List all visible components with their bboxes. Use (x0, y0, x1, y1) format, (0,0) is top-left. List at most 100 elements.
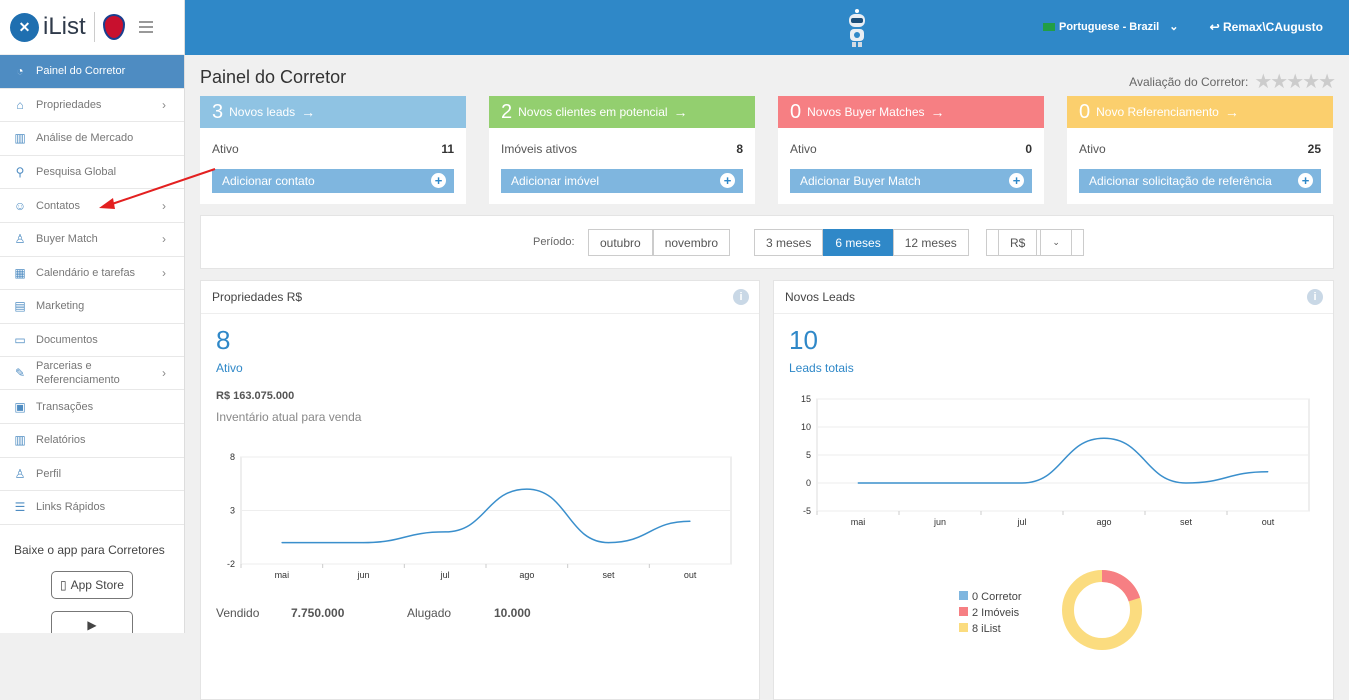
folder-icon: ▭ (14, 333, 26, 348)
data-point (1267, 471, 1269, 473)
sidebar-item-profile[interactable]: ♙ Perfil (0, 458, 184, 492)
sidebar-item-marketing[interactable]: ▤ Marketing (0, 290, 184, 324)
card-title: Novo Referenciamento (1096, 105, 1219, 119)
chevron-right-icon: › (162, 198, 166, 213)
card-count: 0 (790, 100, 802, 123)
sidebar-item-label: Links Rápidos (36, 501, 106, 514)
y-tick-label: -2 (227, 559, 235, 569)
user-name: Remax\CAugusto (1222, 20, 1323, 34)
sidebar-item-calendar[interactable]: ▦ Calendário e tarefas › (0, 257, 184, 291)
user-menu[interactable]: ↩ Remax\CAugusto (1210, 20, 1323, 34)
arrow-right-icon: → (930, 104, 945, 120)
card-count: 0 (1079, 100, 1091, 123)
card-header[interactable]: 0 Novos Buyer Matches → (778, 96, 1044, 128)
info-icon[interactable]: i (1307, 289, 1323, 305)
card-row-value: 0 (1025, 142, 1032, 156)
month-button-novembro[interactable]: novembro (652, 229, 731, 256)
y-tick-label: 10 (801, 422, 811, 432)
card-count: 3 (212, 100, 224, 123)
data-point (1103, 437, 1105, 439)
brand-name[interactable]: iList (43, 13, 86, 40)
card-header[interactable]: 2 Novos clientes em potencial → (489, 96, 755, 128)
card-header[interactable]: 0 Novo Referenciamento → (1067, 96, 1333, 128)
card-add-button[interactable]: Adicionar contato + (212, 169, 454, 193)
range-button-6[interactable]: 6 meses (823, 229, 893, 256)
data-point (1185, 482, 1187, 484)
x-tick-label: out (1262, 517, 1275, 527)
assistant-bot-icon[interactable] (843, 8, 871, 48)
card-header[interactable]: 3 Novos leads → (200, 96, 466, 128)
sidebar-item-folder[interactable]: ▭ Documentos (0, 324, 184, 358)
card-row: Ativo 11 (200, 128, 466, 156)
sidebar-item-home[interactable]: ⌂ Propriedades › (0, 89, 184, 123)
x-tick-label: jun (933, 517, 946, 527)
chevron-right-icon: › (162, 366, 166, 381)
y-tick-label: -5 (803, 506, 811, 516)
x-tick-label: ago (1096, 517, 1111, 527)
data-point (444, 531, 446, 533)
currency-dropdown[interactable]: R$ ⌄ (986, 229, 1084, 256)
data-point (939, 482, 941, 484)
leads-count: 10 (789, 325, 818, 355)
properties-count-label[interactable]: Ativo (216, 361, 243, 375)
range-buttons: 3 meses 6 meses 12 meses (754, 229, 969, 256)
ilist-logo-icon[interactable]: ✕ (10, 12, 39, 42)
sidebar-item-dashboard[interactable]: ◔ Painel do Corretor (0, 55, 184, 89)
data-point (363, 542, 364, 544)
chevron-down-icon: ⌄ (1169, 21, 1179, 33)
data-point (857, 482, 859, 484)
sidebar-item-label: Relatórios (36, 434, 86, 447)
month-button-outubro[interactable]: outubro (588, 229, 653, 256)
agent-rating: Avaliação do Corretor: ★★★★★ (1129, 69, 1336, 94)
series-line (281, 488, 691, 544)
phone-icon: ▯ (60, 577, 67, 592)
sidebar-item-handshake[interactable]: ✎ Parcerias e Referenciamento › (0, 357, 184, 391)
month-buttons: outubro novembro (588, 229, 731, 256)
sidebar-item-user[interactable]: ♙ Buyer Match › (0, 223, 184, 257)
range-button-3[interactable]: 3 meses (754, 229, 824, 256)
google-play-badge[interactable]: ▶ (51, 610, 133, 633)
sidebar-item-report[interactable]: ▥ Relatórios (0, 424, 184, 458)
home-icon: ⌂ (16, 97, 24, 112)
plus-circle-icon: + (1298, 173, 1313, 188)
x-tick-label: mai (851, 517, 866, 527)
hamburger-menu-icon[interactable] (138, 21, 153, 33)
card-row-label: Ativo (790, 142, 817, 156)
annotation-red-arrow (99, 168, 216, 209)
page-title: Painel do Corretor (200, 67, 347, 87)
card-row: Ativo 0 (778, 128, 1044, 156)
profile-icon: ♙ (14, 466, 26, 481)
data-point (689, 520, 691, 522)
data-point (1021, 482, 1023, 484)
app-store-badge[interactable]: ▯ App Store (51, 570, 133, 599)
sidebar-item-label: Calendário e tarefas (36, 266, 136, 279)
brazil-flag-icon (1043, 23, 1055, 32)
sidebar-item-search[interactable]: ⚲ Pesquisa Global (0, 156, 184, 190)
card-add-button[interactable]: Adicionar imóvel + (501, 169, 743, 193)
language-selector[interactable]: Portuguese - Brazil ⌄ (1043, 20, 1178, 33)
arrow-right-icon: → (673, 104, 688, 120)
sidebar-item-label: Perfil (36, 467, 62, 480)
sold-value: 7.750.000 (291, 606, 345, 620)
rating-stars-icon: ★★★★★ (1254, 71, 1336, 93)
data-point (608, 542, 609, 544)
chevron-right-icon: › (162, 232, 166, 247)
x-tick-label: jul (1016, 517, 1026, 527)
legend-item-imoveis: 2 Imóveis (959, 605, 1022, 621)
card-add-button[interactable]: Adicionar solicitação de referência + (1079, 169, 1321, 193)
sidebar-item-bar-chart[interactable]: ▥ Análise de Mercado (0, 122, 184, 156)
leads-count-label[interactable]: Leads totais (789, 361, 854, 375)
plus-circle-icon: + (1009, 173, 1024, 188)
range-button-12[interactable]: 12 meses (892, 229, 969, 256)
topbar: Portuguese - Brazil ⌄ ↩ Remax\CAugusto (185, 0, 1349, 55)
currency-label: R$ (998, 229, 1038, 256)
sidebar-item-links[interactable]: ☰ Links Rápidos (0, 491, 184, 525)
sidebar-item-contacts[interactable]: ☺ Contatos › (0, 189, 184, 223)
card-row-label: Ativo (212, 142, 239, 156)
sidebar-item-briefcase[interactable]: ▣ Transações (0, 390, 184, 424)
plus-circle-icon: + (431, 173, 446, 188)
info-icon[interactable]: i (733, 289, 749, 305)
x-tick-label: set (1180, 517, 1193, 527)
briefcase-icon: ▣ (14, 399, 26, 414)
card-add-button[interactable]: Adicionar Buyer Match + (790, 169, 1032, 193)
